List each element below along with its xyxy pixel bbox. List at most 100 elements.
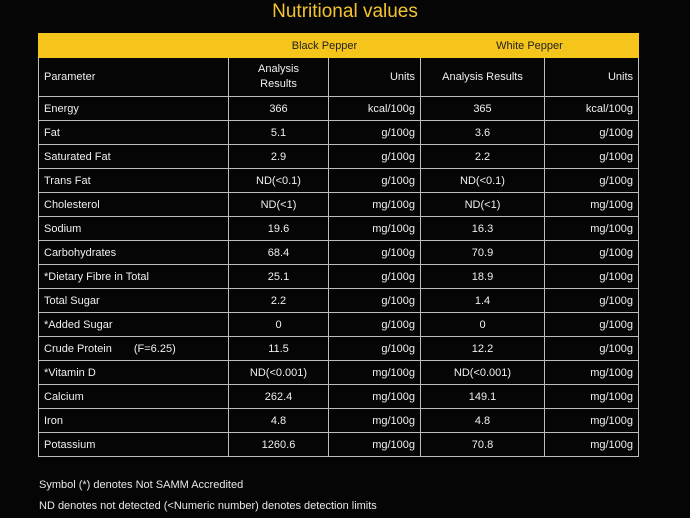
black-pepper-unit: mg/100g (328, 432, 421, 457)
white-pepper-result: ND(<0.1) (420, 168, 545, 193)
group-header-white-pepper: White Pepper (420, 33, 639, 58)
group-header-black-pepper: Black Pepper (228, 33, 421, 58)
white-pepper-result: 2.2 (420, 144, 545, 169)
row-parameter: Fat (38, 120, 229, 145)
table-row: Potassium 1260.6 mg/100g 70.8 mg/100g (38, 432, 639, 457)
white-pepper-unit: g/100g (544, 120, 639, 145)
column-header-white-units: Units (544, 57, 639, 97)
nutrition-table: Black Pepper White Pepper Parameter Anal… (38, 33, 639, 457)
table-row: *Dietary Fibre in Total 25.1 g/100g 18.9 g/1… (38, 264, 639, 289)
white-pepper-result: 3.6 (420, 120, 545, 145)
white-pepper-result: 0 (420, 312, 545, 337)
table-row: Trans Fat ND(<0.1) g/100g ND(<0.1) g/100g (38, 168, 639, 193)
black-pepper-unit: g/100g (328, 336, 421, 361)
white-pepper-result: 365 (420, 96, 545, 121)
row-parameter-label: Trans Fat (44, 174, 91, 187)
black-pepper-result: 25.1 (228, 264, 329, 289)
row-parameter-label: *Vitamin D (44, 366, 96, 379)
row-parameter-label: Iron (44, 414, 63, 427)
white-pepper-result: 1.4 (420, 288, 545, 313)
column-header-black-units: Units (328, 57, 421, 97)
black-pepper-result: 262.4 (228, 384, 329, 409)
white-pepper-unit: g/100g (544, 312, 639, 337)
black-pepper-unit: g/100g (328, 240, 421, 265)
row-parameter: Saturated Fat (38, 144, 229, 169)
column-header-black-results: Analysis Results (228, 57, 329, 97)
column-header-row: Parameter Analysis Results Units Analysi… (38, 57, 639, 97)
black-pepper-unit: mg/100g (328, 408, 421, 433)
white-pepper-unit: mg/100g (544, 360, 639, 385)
row-parameter-label: Carbohydrates (44, 246, 117, 259)
table-row: Crude Protein (F=6.25) 11.5 g/100g 12.2 g/100… (38, 336, 639, 361)
footnote-nd: ND denotes not detected (<Numeric number… (39, 500, 377, 512)
white-pepper-unit: mg/100g (544, 384, 639, 409)
table-row: Energy 366 kcal/100g 365 kcal/100g (38, 96, 639, 121)
white-pepper-result: ND(<0.001) (420, 360, 545, 385)
row-parameter-label: Sodium (44, 222, 82, 235)
black-pepper-unit: g/100g (328, 288, 421, 313)
table-row: *Added Sugar 0 g/100g 0 g/100g (38, 312, 639, 337)
table-row: Total Sugar 2.2 g/100g 1.4 g/100g (38, 288, 639, 313)
black-pepper-unit: g/100g (328, 120, 421, 145)
white-pepper-unit: g/100g (544, 288, 639, 313)
white-pepper-result: ND(<1) (420, 192, 545, 217)
row-parameter: Sodium (38, 216, 229, 241)
row-parameter-label: *Dietary Fibre in Total (44, 270, 149, 283)
white-pepper-unit: mg/100g (544, 408, 639, 433)
black-pepper-unit: mg/100g (328, 192, 421, 217)
row-parameter: *Added Sugar (38, 312, 229, 337)
white-pepper-unit: g/100g (544, 144, 639, 169)
row-parameter: Iron (38, 408, 229, 433)
row-parameter: Trans Fat (38, 168, 229, 193)
page-title: Nutritional values (272, 1, 418, 22)
column-header-black-results-text: Analysis Results (258, 63, 299, 90)
white-pepper-unit: kcal/100g (544, 96, 639, 121)
black-pepper-result: 2.2 (228, 288, 329, 313)
row-parameter: Crude Protein (F=6.25) (38, 336, 229, 361)
row-parameter: *Dietary Fibre in Total (38, 264, 229, 289)
white-pepper-unit: mg/100g (544, 432, 639, 457)
white-pepper-unit: g/100g (544, 240, 639, 265)
black-pepper-result: 11.5 (228, 336, 329, 361)
white-pepper-unit: mg/100g (544, 192, 639, 217)
table-row: Calcium 262.4 mg/100g 149.1 mg/100g (38, 384, 639, 409)
black-pepper-unit: mg/100g (328, 216, 421, 241)
row-parameter: Potassium (38, 432, 229, 457)
black-pepper-result: ND(<1) (228, 192, 329, 217)
black-pepper-unit: kcal/100g (328, 96, 421, 121)
row-parameter-factor: (F=6.25) (133, 342, 176, 355)
column-header-white-results: Analysis Results (420, 57, 545, 97)
row-parameter-label: Energy (44, 102, 79, 115)
table-row: Sodium 19.6 mg/100g 16.3 mg/100g (38, 216, 639, 241)
white-pepper-unit: g/100g (544, 336, 639, 361)
footnote-symbol: Symbol (*) denotes Not SAMM Accredited (39, 479, 244, 491)
black-pepper-result: 0 (228, 312, 329, 337)
white-pepper-unit: g/100g (544, 168, 639, 193)
row-parameter: Cholesterol (38, 192, 229, 217)
row-parameter-label: Total Sugar (44, 294, 100, 307)
row-parameter: Carbohydrates (38, 240, 229, 265)
black-pepper-unit: g/100g (328, 264, 421, 289)
white-pepper-result: 70.8 (420, 432, 545, 457)
row-parameter-label: *Added Sugar (44, 318, 113, 331)
group-header-row: Black Pepper White Pepper (38, 33, 639, 58)
white-pepper-unit: g/100g (544, 264, 639, 289)
black-pepper-result: 19.6 (228, 216, 329, 241)
black-pepper-result: 1260.6 (228, 432, 329, 457)
white-pepper-unit: mg/100g (544, 216, 639, 241)
table-row: *Vitamin D ND(<0.001) mg/100g ND(<0.001) mg/… (38, 360, 639, 385)
table-row: Carbohydrates 68.4 g/100g 70.9 g/100g (38, 240, 639, 265)
table-row: Fat 5.1 g/100g 3.6 g/100g (38, 120, 639, 145)
white-pepper-result: 18.9 (420, 264, 545, 289)
row-parameter-label: Potassium (44, 438, 96, 451)
black-pepper-result: 5.1 (228, 120, 329, 145)
group-header-blank (38, 33, 229, 58)
table-row: Saturated Fat 2.9 g/100g 2.2 g/100g (38, 144, 639, 169)
black-pepper-unit: mg/100g (328, 384, 421, 409)
white-pepper-result: 70.9 (420, 240, 545, 265)
row-parameter-label: Fat (44, 126, 60, 139)
row-parameter: Energy (38, 96, 229, 121)
white-pepper-result: 16.3 (420, 216, 545, 241)
black-pepper-unit: g/100g (328, 312, 421, 337)
